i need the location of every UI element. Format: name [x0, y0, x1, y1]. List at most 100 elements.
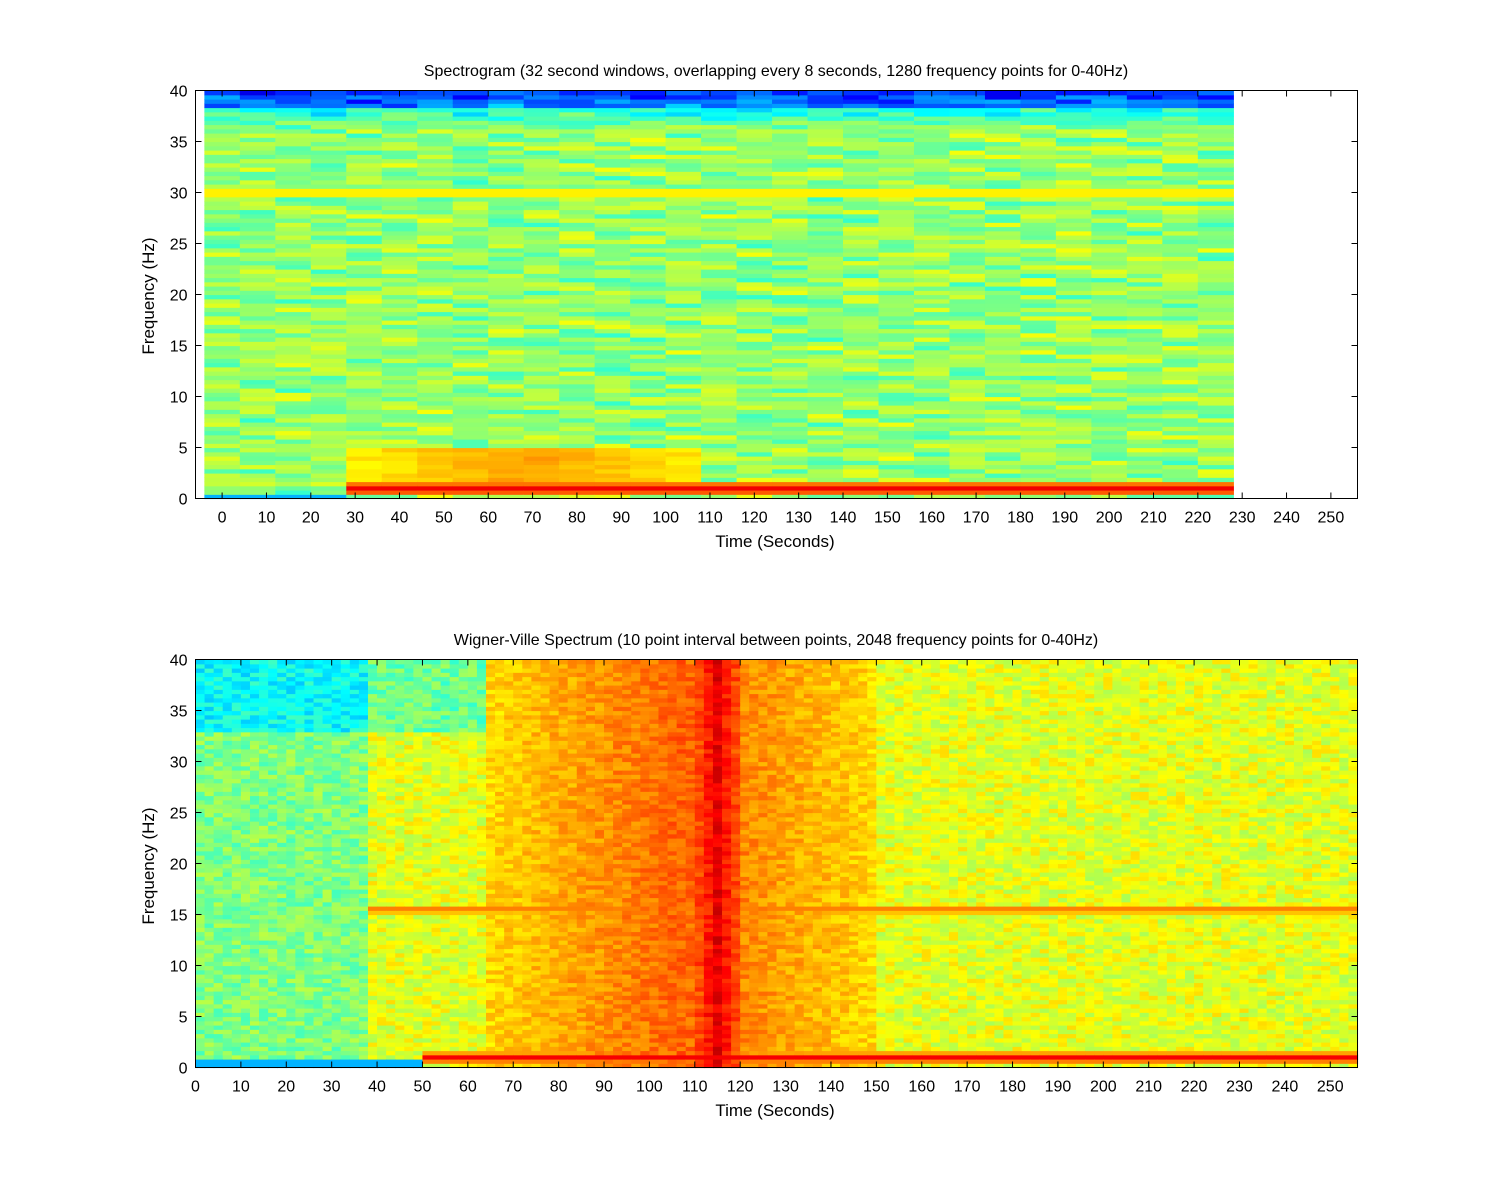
spectrogram-cell	[772, 205, 809, 211]
spectrogram-cell	[807, 473, 844, 478]
wigner-ville-cell	[304, 1016, 315, 1022]
wigner-ville-cell	[295, 663, 306, 669]
wigner-ville-cell	[313, 1003, 324, 1009]
wigner-ville-cell	[313, 867, 324, 873]
spectrogram-cell	[1091, 358, 1128, 364]
spectrogram-cell	[1162, 473, 1199, 478]
wigner-ville-cell	[231, 863, 242, 869]
spectrogram-cell	[665, 324, 702, 330]
wigner-ville-cell	[322, 978, 333, 984]
wigner-ville-cell	[340, 740, 351, 746]
wigner-ville-cell	[322, 850, 333, 856]
spectrogram-cell	[559, 396, 596, 402]
spectrogram-cell	[984, 247, 1022, 253]
spectrogram-cell	[913, 277, 951, 283]
wigner-ville-cell	[231, 884, 242, 890]
wigner-ville-cell	[331, 833, 342, 839]
wigner-ville-cell	[268, 710, 278, 716]
wigner-ville-cell	[295, 1003, 306, 1009]
wigner-ville-cell	[286, 1008, 296, 1013]
wigner-ville-cell	[240, 978, 251, 984]
spectrogram-cell	[1162, 337, 1199, 342]
wigner-ville-cell	[322, 923, 333, 928]
wigner-ville-cell	[322, 706, 333, 712]
spectrogram-cell	[736, 307, 773, 313]
wigner-ville-cell	[386, 889, 396, 894]
wigner-ville-cell	[322, 1016, 333, 1022]
spectrogram-cell	[807, 337, 844, 342]
wigner-ville-cell	[286, 914, 296, 920]
spectrogram-cell	[204, 226, 241, 232]
spectrogram-cell	[239, 349, 276, 355]
spectrogram-cell	[772, 230, 809, 236]
spectrogram-cell	[736, 473, 773, 478]
spectrogram-cell	[417, 264, 454, 270]
wigner-ville-cell	[295, 935, 306, 941]
spectrogram-cell	[381, 485, 418, 491]
spectrogram-cell	[843, 107, 880, 113]
spectrogram-cell	[1197, 162, 1234, 168]
wigner-ville-cell	[367, 1020, 378, 1026]
wigner-ville-cell	[249, 787, 260, 792]
wigner-ville-cell	[240, 901, 251, 907]
spectrogram-cell	[346, 371, 383, 376]
spectrogram-cell	[1162, 439, 1199, 444]
wigner-ville-cell	[286, 965, 296, 971]
wigner-ville-cell	[240, 948, 251, 954]
spectrogram-cell	[949, 379, 986, 385]
wigner-ville-cell	[386, 1042, 396, 1047]
spectrogram-cell	[559, 320, 596, 325]
spectrogram-cell	[843, 290, 880, 296]
spectrogram-cell	[949, 298, 986, 304]
wigner-ville-cell	[231, 935, 242, 941]
wigner-ville-cell	[304, 850, 315, 856]
wigner-ville-cell	[322, 765, 333, 771]
wigner-ville-cell	[304, 944, 315, 950]
wigner-ville-cell	[249, 812, 260, 818]
spectrogram-cell	[878, 213, 915, 219]
spectrogram-cell	[488, 294, 525, 300]
spectrogram-cell	[204, 137, 241, 143]
spectrogram-cell	[559, 116, 596, 121]
wigner-ville-cell	[358, 727, 369, 733]
wigner-ville-cell	[222, 978, 233, 984]
spectrogram-cell	[452, 235, 489, 240]
spectrogram-cell	[736, 188, 773, 194]
spectrogram-cell	[594, 451, 631, 457]
wigner-ville-cell	[304, 995, 315, 1001]
wigner-ville-cell	[213, 672, 224, 678]
spectrogram-cell	[594, 230, 631, 236]
wigner-ville-cell	[231, 1033, 242, 1039]
spectrogram-cell	[701, 468, 738, 474]
spectrogram-cell	[1020, 124, 1057, 130]
spectrogram-cell	[204, 230, 241, 236]
wigner-ville-cell	[286, 782, 296, 788]
spectrogram-cell	[630, 137, 667, 143]
spectrogram-cell	[381, 99, 418, 104]
spectrogram-cell	[594, 366, 631, 372]
wigner-ville-cell	[249, 999, 260, 1005]
wigner-ville-cell	[340, 748, 351, 754]
spectrogram-cell	[913, 218, 951, 223]
spectrogram-cell	[984, 375, 1022, 381]
wigner-ville-cell	[377, 935, 387, 941]
wigner-ville-cell	[277, 974, 287, 979]
spectrogram-cell	[310, 196, 347, 202]
wigner-ville-cell	[304, 986, 315, 992]
wigner-ville-cell	[304, 816, 315, 822]
spectrogram-cell	[488, 226, 525, 232]
spectrogram-x-tick-label: 110	[697, 510, 723, 527]
spectrogram-cell	[1020, 205, 1057, 211]
spectrogram-cell	[594, 332, 631, 338]
wigner-ville-cell	[213, 676, 224, 682]
wigner-ville-cell	[277, 893, 287, 899]
wigner-ville-cell	[304, 1033, 315, 1039]
wigner-ville-cell	[195, 1063, 206, 1069]
spectrogram-cell	[984, 252, 1022, 257]
wigner-ville-cell	[340, 995, 351, 1001]
wigner-ville-cell	[195, 736, 206, 741]
spectrogram-cell	[523, 277, 560, 283]
spectrogram-cell	[630, 205, 667, 211]
wigner-ville-cell	[386, 846, 396, 852]
spectrogram-cell	[807, 107, 844, 113]
